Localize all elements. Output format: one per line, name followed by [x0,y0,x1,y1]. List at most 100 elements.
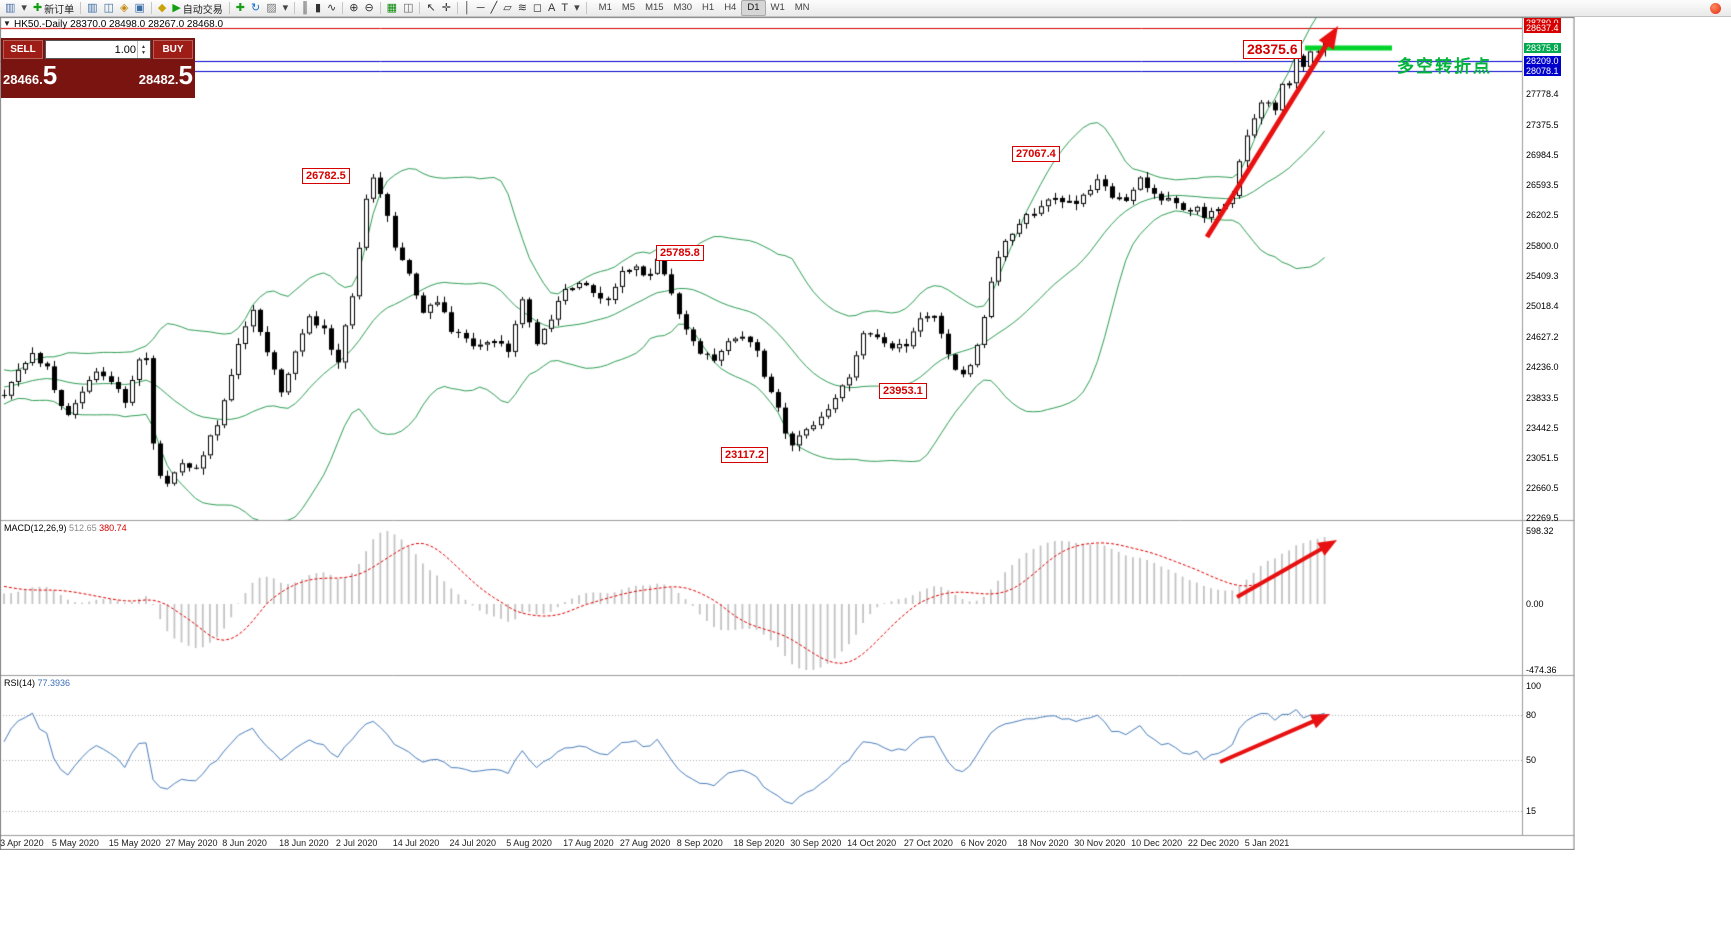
timeframe-m5[interactable]: M5 [621,2,636,13]
bar-chart-button[interactable]: ║ [298,1,312,16]
timeframe-h4[interactable]: H4 [724,2,737,13]
label-icon: T [561,1,569,14]
horizontal-line-button[interactable]: ─ [474,1,488,16]
timeframe-m1[interactable]: M1 [598,2,612,13]
tile-windows-button[interactable]: ▦ [384,1,400,16]
toolbar-separator [80,2,82,14]
autotrading-label: 自动交易 [182,4,223,16]
price-axis-label: 26593.5 [1526,180,1559,191]
templates-dropdown-button[interactable]: ▾ [280,1,292,16]
timeframe-h1[interactable]: H1 [702,2,715,13]
date-axis-label: 15 May 2020 [108,838,161,848]
indicators-icon: ✚ [235,1,245,14]
zoom-in-button[interactable]: ⊕ [346,1,361,16]
price-axis-label: 25018.4 [1526,301,1559,312]
price-axis-label: 24627.2 [1526,331,1559,342]
new-chart-icon: ▥ [5,1,16,14]
date-axis-label: 2 Jul 2020 [335,838,378,848]
date-axis-label: 22 Dec 2020 [1187,838,1239,848]
date-axis-label: 27 Aug 2020 [619,838,671,848]
turning-point-label: 多空转折点 [1397,57,1492,76]
chart-dropdown-button[interactable]: ▾ [18,1,30,16]
new-chart-button[interactable]: ▥ [2,1,18,16]
terminal-button[interactable]: ▣ [131,1,147,16]
date-axis-label: 18 Sep 2020 [733,838,785,848]
cursor-button[interactable]: ↖ [423,1,438,16]
toolbar-separator [294,2,296,14]
timeframe-m15[interactable]: M15 [645,2,664,13]
date-axis-label: 14 Oct 2020 [847,838,897,848]
trendline-button[interactable]: ╱ [488,1,501,16]
templates-button[interactable]: ▨ [263,1,279,16]
metaeditor-icon: ◆ [157,1,167,14]
text-button[interactable]: A [545,1,558,16]
zoom-out-button[interactable]: ⊖ [361,1,376,16]
price-axis-label: 23833.5 [1526,392,1559,403]
toolbar-separator [342,2,344,14]
toolbar-separator [150,2,152,14]
new-order-button[interactable]: ✚ 新订单 [30,1,77,16]
timeframe-m30[interactable]: M30 [673,2,693,13]
new-order-icon: ✚ [32,1,43,14]
candlestick-chart-button[interactable]: ▮ [312,1,324,16]
price-axis-label: 24236.0 [1526,361,1559,372]
indicators-button[interactable]: ✚ [233,1,248,16]
channel-icon: ▱ [503,1,512,14]
arrows-dropdown-button[interactable]: ▾ [571,1,583,16]
date-axis-label: 5 May 2020 [51,838,99,848]
templates-dropdown-icon: ▾ [282,1,289,14]
timeframe-d1[interactable]: D1 [741,0,766,16]
buy-button[interactable]: BUY [153,40,193,59]
date-axis-label: 18 Jun 2020 [279,838,329,848]
fibonacci-button[interactable]: ≋ [515,1,530,16]
rsi-axis-label: 50 [1526,754,1537,765]
one-click-collapse-toggle[interactable]: ▼ [3,19,11,28]
new-order-label: 新订单 [44,4,75,16]
timeframe-w1[interactable]: W1 [770,2,785,13]
toolbar-separator [456,2,458,14]
sell-button[interactable]: SELL [3,40,43,59]
price-axis-label: 23051.5 [1526,452,1559,463]
autotrading-button[interactable]: ▶ 自动交易 [169,1,225,16]
label-button[interactable]: T [558,1,571,16]
cascade-windows-button[interactable]: ◫ [400,1,416,16]
date-axis-label: 27 Oct 2020 [903,838,953,848]
price-axis-label: 26984.5 [1526,150,1559,161]
market-watch-icon: ▥ [87,1,98,14]
rsi-axis-label: 80 [1526,710,1537,721]
date-axis-label: 10 Dec 2020 [1131,838,1183,848]
volume-spinner: ▲ ▼ [137,41,149,58]
shapes-icon: ◻ [532,1,543,14]
navigator-button[interactable]: ◈ [117,1,131,16]
line-chart-button[interactable]: ∿ [324,1,339,16]
metaeditor-button[interactable]: ◆ [155,1,169,16]
zoom-out-icon: ⊖ [364,1,374,14]
arrows-dropdown-icon: ▾ [574,1,580,14]
shapes-button[interactable]: ◻ [530,1,545,16]
notification-icon[interactable] [1710,2,1721,14]
date-axis-label: 27 May 2020 [165,838,218,848]
date-axis-label: 30 Sep 2020 [790,838,842,848]
date-axis-label: 30 Nov 2020 [1074,838,1126,848]
volume-input[interactable] [46,42,150,57]
data-window-button[interactable]: ◫ [101,1,117,16]
timeframe-mn[interactable]: MN [794,2,810,13]
date-axis-label: 5 Jan 2021 [1244,838,1290,848]
price-axis-label: 28637.4 [1524,22,1561,33]
market-watch-button[interactable]: ▥ [84,1,100,16]
cycle-button[interactable]: ↻ [248,1,263,16]
rsi-axis-label: 100 [1526,681,1542,691]
macd-label: MACD(12,26,9) 512.65 380.74 [4,523,127,533]
chart-canvas[interactable] [0,17,1575,850]
volume-spinner-up-icon[interactable]: ▲ [141,43,146,50]
price-axis-label: 27375.5 [1526,120,1559,131]
price-axis-label: 28209.0 [1524,55,1561,66]
fibonacci-icon: ≋ [517,1,527,14]
vertical-line-button[interactable]: │ [461,1,474,16]
channel-button[interactable]: ▱ [500,1,514,16]
macd-axis-label: 598.32 [1526,526,1554,536]
volume-spinner-down-icon[interactable]: ▼ [141,49,146,56]
price-axis-label: 26202.5 [1526,210,1559,221]
toolbar: ▥ ▾ ✚ 新订单 ▥ ◫ ◈ ▣ ◆ ▶ 自动交易 ✚ ↻ ▨ ▾ ║ ▮ ∿ ⊕ ⊖ ▦ ◫ ↖ ✛ │ ─ ╱ ▱ ≋ ◻ A T ▾ M1… [0,0,1731,17]
crosshair-button[interactable]: ✛ [439,1,454,16]
